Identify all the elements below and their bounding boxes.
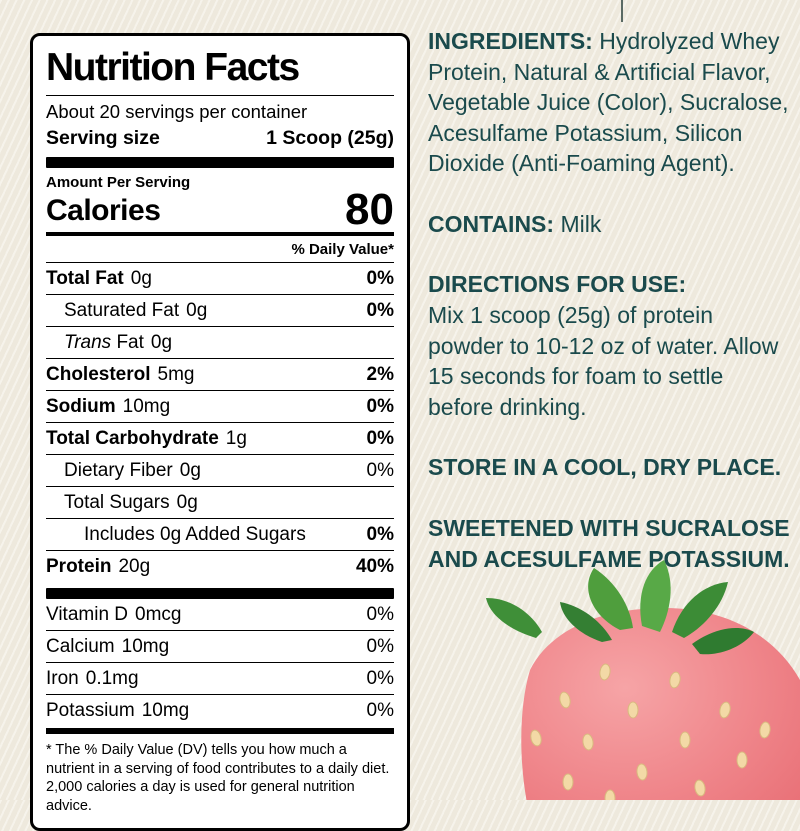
strawberry-image	[470, 560, 800, 800]
amount-per-serving: Amount Per Serving	[46, 174, 191, 191]
nutrient-row-added-sugars: Includes 0g Added Sugars 0%	[46, 518, 394, 550]
divider	[46, 95, 394, 96]
daily-value-footnote: * The % Daily Value (DV) tells you how m…	[46, 742, 390, 815]
calories-value: 80	[345, 185, 394, 234]
serving-size-row: Serving size 1 Scoop (25g)	[46, 125, 394, 157]
nutrient-row-saturated-fat: Saturated Fat 0g 0%	[46, 294, 394, 326]
vitamin-row-vitamin-d: Vitamin D 0mcg 0%	[46, 604, 394, 626]
directions-paragraph: DIRECTIONS FOR USE: Mix 1 scoop (25g) of …	[428, 269, 794, 422]
ingredients-label: INGREDIENTS:	[428, 28, 593, 54]
vitamin-row-iron: Iron 0.1mg 0%	[46, 662, 394, 694]
nutrient-row-total-fat: Total Fat 0g 0%	[46, 262, 394, 294]
nutrient-row-total-carbohydrate: Total Carbohydrate 1g 0%	[46, 422, 394, 454]
serving-size-value: 1 Scoop (25g)	[266, 127, 394, 149]
vitamin-row-potassium: Potassium 10mg 0%	[46, 694, 394, 726]
vitamin-row-calcium: Calcium 10mg 0%	[46, 630, 394, 662]
nutrient-row-sodium: Sodium 10mg 0%	[46, 390, 394, 422]
daily-value-header: % Daily Value*	[46, 232, 394, 262]
nutrition-facts-panel: Nutrition Facts About 20 servings per co…	[30, 33, 410, 831]
contains-text: Milk	[554, 210, 602, 237]
nutrient-row-protein: Protein 20g 40%	[46, 550, 394, 582]
contains-label: CONTAINS:	[428, 210, 555, 237]
nutrition-facts-title: Nutrition Facts	[46, 46, 300, 89]
ingredients-paragraph: INGREDIENTS: Hydrolyzed Whey Protein, Na…	[428, 26, 794, 179]
contains-paragraph: CONTAINS: Milk	[428, 209, 794, 240]
info-panel: INGREDIENTS: Hydrolyzed Whey Protein, Na…	[428, 26, 794, 604]
storage-note: STORE IN A COOL, DRY PLACE.	[428, 454, 782, 481]
thick-divider	[46, 588, 394, 600]
serving-size-label: Serving size	[46, 127, 160, 149]
nutrient-row-dietary-fiber: Dietary Fiber 0g 0%	[46, 454, 394, 486]
directions-label: DIRECTIONS FOR USE:	[428, 271, 687, 298]
sweetener-note: SWEETENED WITH SUCRALOSE AND ACESULFAME …	[428, 514, 790, 572]
nutrient-row-trans-fat: Trans Fat 0g	[46, 326, 394, 358]
ingredients-text: Hydrolyzed Whey Protein, Natural & Artif…	[428, 28, 789, 177]
decorative-line	[621, 0, 623, 22]
thick-divider	[46, 157, 394, 168]
medium-divider	[46, 728, 394, 735]
servings-per-container: About 20 servings per container	[46, 101, 308, 122]
calories-row: Calories 80	[46, 185, 394, 234]
strawberry-svg	[486, 560, 800, 800]
directions-text: Mix 1 scoop (25g) of protein powder to 1…	[428, 302, 779, 420]
nutrient-row-total-sugars: Total Sugars 0g	[46, 486, 394, 518]
calories-label: Calories	[46, 194, 161, 228]
nutrient-row-cholesterol: Cholesterol 5mg 2%	[46, 358, 394, 390]
